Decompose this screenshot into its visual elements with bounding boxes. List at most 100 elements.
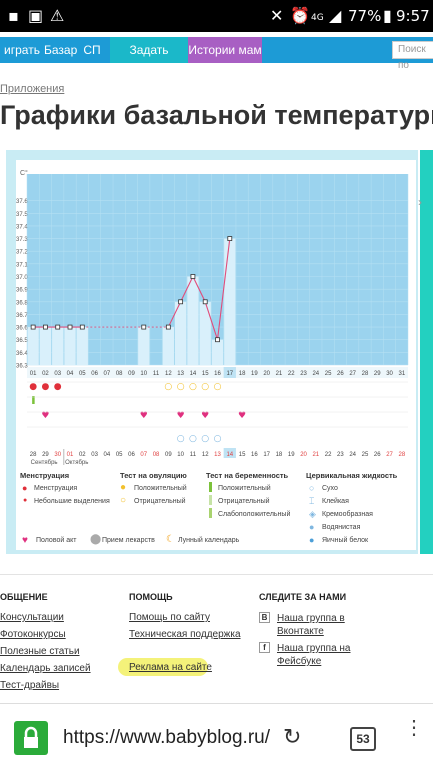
footer-link-fb[interactable]: Наша группа на Фейсбуке — [277, 643, 351, 667]
nav-item-sp[interactable]: СП — [83, 43, 101, 57]
pregnancy-positive-icon — [209, 482, 212, 492]
nav-item-play[interactable]: играть — [4, 43, 40, 57]
y-tick-label: 36.7 — [16, 313, 28, 319]
footer-link-vk[interactable]: Наша группа в Вконтакте — [277, 613, 345, 637]
chart-box: C° 37.6 37.5 37.4 37.3 37.2 37.1 37.0 36.9 36.8 3… — [16, 160, 416, 550]
legend-fluid-creamy: Кремообразная — [322, 511, 373, 518]
alarm-icon: ⏰ — [290, 6, 310, 25]
menu-icon[interactable]: ⋮ — [404, 717, 424, 739]
legend-preg-positive: Положительный — [218, 485, 271, 492]
network-type: 4G — [311, 13, 324, 23]
temperature-bar — [211, 339, 224, 365]
heart-icon: ♥ — [22, 535, 28, 546]
footer-link-photo[interactable]: Фотоконкурсы — [0, 629, 66, 640]
date-label: 01 — [67, 452, 74, 458]
ovulation-test-marker: ○ — [189, 382, 197, 392]
day-label: 09 — [128, 371, 135, 377]
data-point — [30, 324, 36, 330]
day-label: 19 — [251, 371, 258, 377]
ovulation-positive-icon: ● — [120, 482, 127, 493]
search-input[interactable]: Поиск по — [392, 41, 433, 71]
footer-link-support[interactable]: Техническая поддержка — [129, 629, 241, 640]
day-label: 15 — [202, 371, 209, 377]
y-tick-label: 37.4 — [16, 224, 28, 230]
y-tick-label: 37.0 — [16, 275, 28, 281]
day-label: 27 — [349, 371, 356, 377]
y-tick-label: 37.1 — [16, 262, 28, 268]
y-tick-label: 37.3 — [16, 237, 28, 243]
footer-link-calendar[interactable]: Календарь записей — [0, 663, 91, 674]
date-label: 20 — [300, 452, 307, 458]
highlight-date-cell — [223, 448, 236, 458]
temperature-bar — [224, 238, 236, 365]
data-point — [55, 324, 61, 330]
series-line — [192, 276, 206, 303]
tabs-counter[interactable]: 53 — [350, 727, 376, 751]
date-label: 08 — [153, 452, 160, 458]
date-label: 24 — [349, 452, 356, 458]
day-label: 20 — [263, 371, 270, 377]
legend-fluid-sticky: Клейкая — [322, 498, 349, 505]
day-label: 07 — [104, 371, 111, 377]
chevron-right-icon[interactable]: › — [418, 195, 422, 209]
small-drop-icon: ● — [23, 497, 28, 504]
temperature-bar — [52, 327, 64, 365]
facebook-icon: f — [259, 642, 270, 653]
day-label: 21 — [276, 371, 283, 377]
side-accent-bar — [420, 150, 433, 554]
menstruation-marker: ● — [42, 382, 50, 392]
month-label: Сентябрь — [31, 460, 58, 466]
date-label: 11 — [190, 452, 197, 458]
date-label: 23 — [337, 452, 344, 458]
url-field[interactable]: https://www.babyblog.ru/ — [63, 727, 270, 748]
date-label: 17 — [263, 452, 270, 458]
series-line — [216, 238, 231, 340]
legend-intercourse: Половой акт — [36, 537, 77, 544]
day-label: 14 — [190, 371, 197, 377]
date-label: 03 — [91, 452, 98, 458]
series-line — [204, 301, 219, 340]
chart-panel: C° 37.6 37.5 37.4 37.3 37.2 37.1 37.0 36.9 36.8 3… — [6, 150, 418, 554]
lock-icon[interactable] — [14, 721, 48, 755]
ovulation-test-marker: ○ — [177, 382, 185, 392]
highlight-day-cell — [223, 367, 236, 378]
temperature-bar — [64, 327, 76, 365]
data-point — [215, 337, 220, 343]
nav-item-stories[interactable]: Истории мам — [188, 37, 262, 63]
nav-item-bazaar[interactable]: Базар — [44, 43, 78, 57]
date-label: 21 — [312, 452, 319, 458]
footer-link-testdrive[interactable]: Тест-драйвы — [0, 680, 60, 691]
intercourse-marker: ♥ — [201, 411, 209, 421]
ovulation-test-marker: ○ — [201, 382, 209, 392]
intercourse-marker: ♥ — [177, 411, 185, 421]
day-label: 06 — [91, 371, 98, 377]
y-tick-label: 37.6 — [16, 199, 28, 205]
footer-link-ads[interactable]: Реклама на сайте — [129, 662, 212, 673]
legend-menstruation: Менструация — [34, 485, 78, 492]
day-label: 11 — [153, 371, 160, 377]
footer-col3-title: СЛЕДИТЕ ЗА НАМИ — [259, 592, 347, 602]
watery-icon: ● — [309, 522, 315, 532]
drop-icon: ● — [22, 483, 28, 493]
breadcrumb[interactable]: Приложения — [0, 83, 65, 95]
footer-link-articles[interactable]: Полезные статьи — [0, 646, 80, 657]
day-label: 01 — [30, 371, 37, 377]
day-label: 13 — [177, 371, 184, 377]
day-label: 04 — [67, 371, 74, 377]
footer-link-help[interactable]: Помощь по сайту — [129, 612, 210, 623]
ovulation-test-marker: ○ — [164, 382, 172, 392]
data-point — [165, 324, 171, 330]
legend-fluid-eggwhite: Яичный белок — [322, 537, 369, 544]
nav-item-ask[interactable]: Задать вопрос — [110, 37, 188, 83]
fluid-marker: ○ — [214, 434, 222, 444]
data-point — [202, 299, 208, 305]
legend-ov-negative: Отрицательный — [134, 498, 186, 505]
highlight-mark — [118, 658, 208, 676]
legend-pregnancy-title: Тест на беременность — [206, 471, 289, 480]
creamy-icon: ◈ — [309, 509, 316, 519]
fluid-marker: ○ — [189, 434, 197, 444]
reload-icon[interactable]: ↻ — [283, 724, 302, 749]
legend-lunar: Лунный календарь — [178, 537, 240, 544]
footer-link-consult[interactable]: Консультации — [0, 612, 64, 623]
vk-icon: В — [259, 612, 270, 623]
